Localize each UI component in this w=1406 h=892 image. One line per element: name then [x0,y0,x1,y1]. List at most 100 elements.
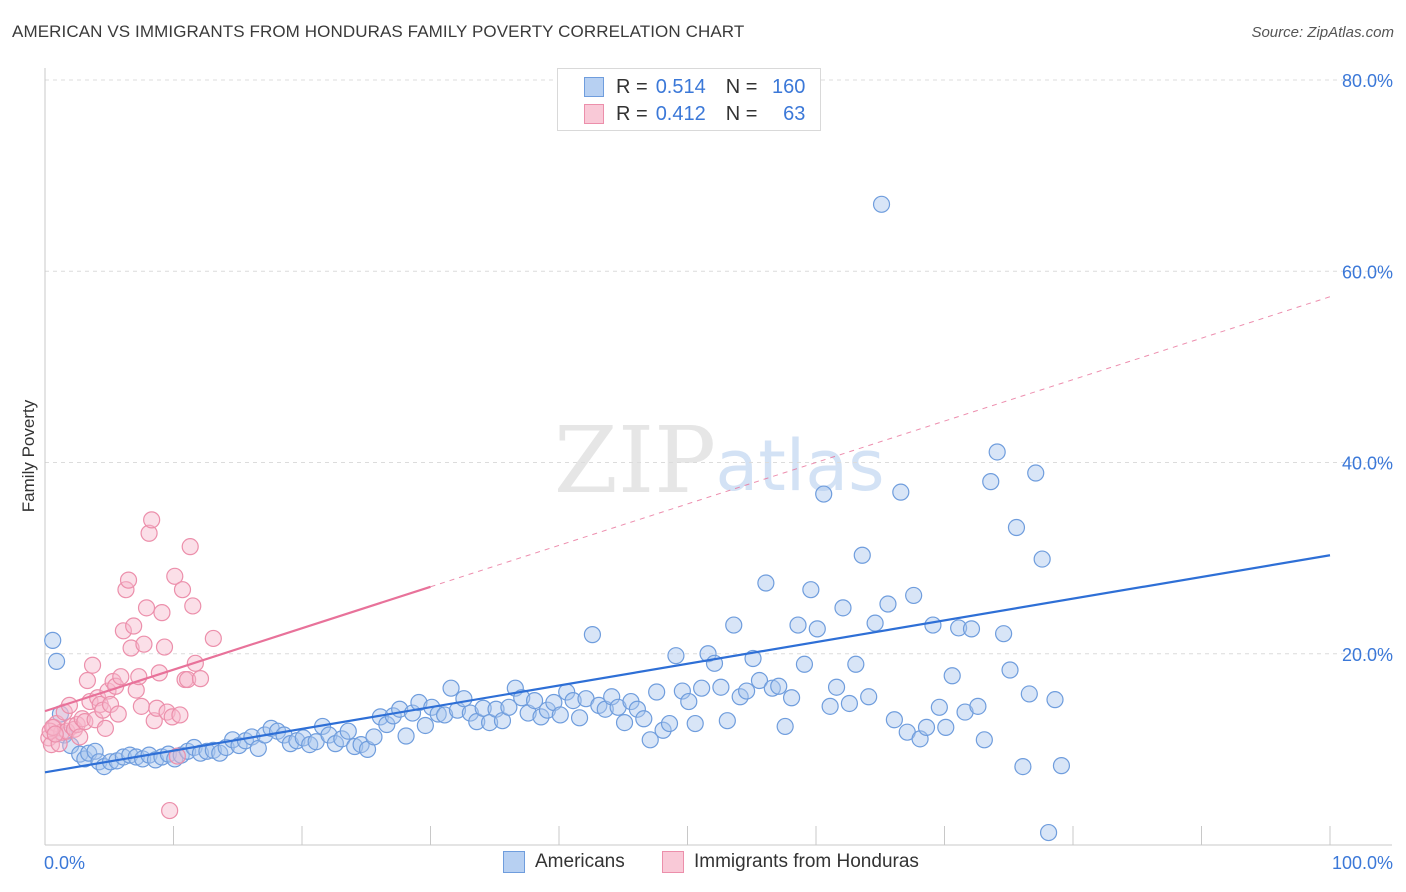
americans-point [461,704,479,722]
americans-point [47,652,66,671]
americans-point [455,690,473,708]
honduras-point [135,635,153,653]
americans-point [532,708,550,726]
americans-point [686,714,704,733]
honduras-point [143,511,161,529]
axes [44,68,1392,846]
americans-point [821,697,839,715]
americans-point [378,715,396,734]
americans-point [1046,691,1064,709]
honduras-trend-extension [430,296,1331,588]
americans-point [924,616,942,634]
chart-title: AMERICAN VS IMMIGRANTS FROM HONDURAS FAM… [12,22,745,41]
honduras-point [109,705,127,723]
honduras-point [181,538,199,556]
americans-point [410,693,428,712]
americans-point [660,714,679,733]
americans-point [969,697,987,715]
americans-point [815,485,833,503]
honduras-point [112,668,130,686]
honduras-point [158,703,176,721]
americans-point [198,742,216,760]
americans-point [44,631,62,649]
americans-point [320,726,338,744]
americans-point [1007,518,1026,537]
honduras-point [184,597,202,615]
honduras-point [171,706,189,724]
americans-point [365,728,383,746]
americans-point [795,655,814,673]
honduras-point [168,747,186,765]
americans-point [943,667,961,685]
americans-point [654,721,672,739]
americans-point [776,717,794,736]
americans-point [834,599,852,617]
americans-point [975,731,993,749]
honduras-point [173,581,192,599]
americans-point [513,689,531,707]
americans-point [738,682,756,700]
americans-point [641,731,659,749]
honduras-point [161,801,179,820]
americans-point [962,620,981,638]
americans-point [397,727,415,745]
honduras-point [148,699,166,717]
americans-point [905,586,923,605]
honduras-point [140,524,158,542]
legend-n-label: N = [725,102,758,125]
americans-point [763,679,781,697]
honduras-point [76,713,94,731]
y-tick-label: 40.0% [1342,454,1393,474]
americans-swatch [584,77,604,97]
bottom-legend-honduras: Immigrants from Honduras [662,851,919,873]
americans-point [680,692,698,711]
americans-point [770,677,788,695]
americans-point [346,737,364,756]
americans-point [937,718,955,736]
americans-point [570,709,589,727]
x-tick-label: 100.0% [1332,853,1393,873]
honduras-point [71,728,89,746]
bottom-legend-americans: Americans [503,851,625,873]
americans-point [635,710,653,728]
americans-point [416,716,434,735]
americans-point [525,692,544,710]
y-tick-label: 20.0% [1342,645,1393,665]
americans-point [1052,757,1071,775]
honduras-point [114,622,132,640]
honduras-point [73,710,91,728]
americans-point [1033,550,1051,568]
americans-point [802,581,820,599]
americans-point [1020,685,1038,703]
americans-point [648,683,666,701]
y-tick-label: 60.0% [1342,262,1393,282]
americans-point [1039,823,1058,842]
americans-point [442,679,460,697]
honduras-point [119,571,138,589]
legend-row-honduras: R = 0.412 N = 63 [584,102,805,126]
americans-point [995,625,1013,643]
americans-point [808,620,826,638]
americans-point [872,195,891,213]
americans-point [712,678,730,696]
americans-point [988,443,1006,461]
americans-point [603,688,621,706]
americans-point [615,713,634,732]
correlation-legend: R = 0.514 N = 160 R = 0.412 N = 63 [557,68,821,131]
americans-point [892,483,910,501]
americans-point [211,744,229,762]
honduras-point [44,718,62,736]
honduras-point [46,725,64,743]
americans-point [339,722,357,740]
honduras-point [83,656,102,674]
x-tick-label: 0.0% [44,853,85,873]
watermark-atlas: atlas [715,425,884,507]
americans-point [564,692,582,710]
honduras-point [78,671,97,690]
americans-point [294,729,312,747]
honduras-swatch [584,104,604,124]
americans-point [930,698,948,716]
honduras-point [132,697,150,715]
americans-point [628,700,646,718]
americans-point [782,689,801,707]
